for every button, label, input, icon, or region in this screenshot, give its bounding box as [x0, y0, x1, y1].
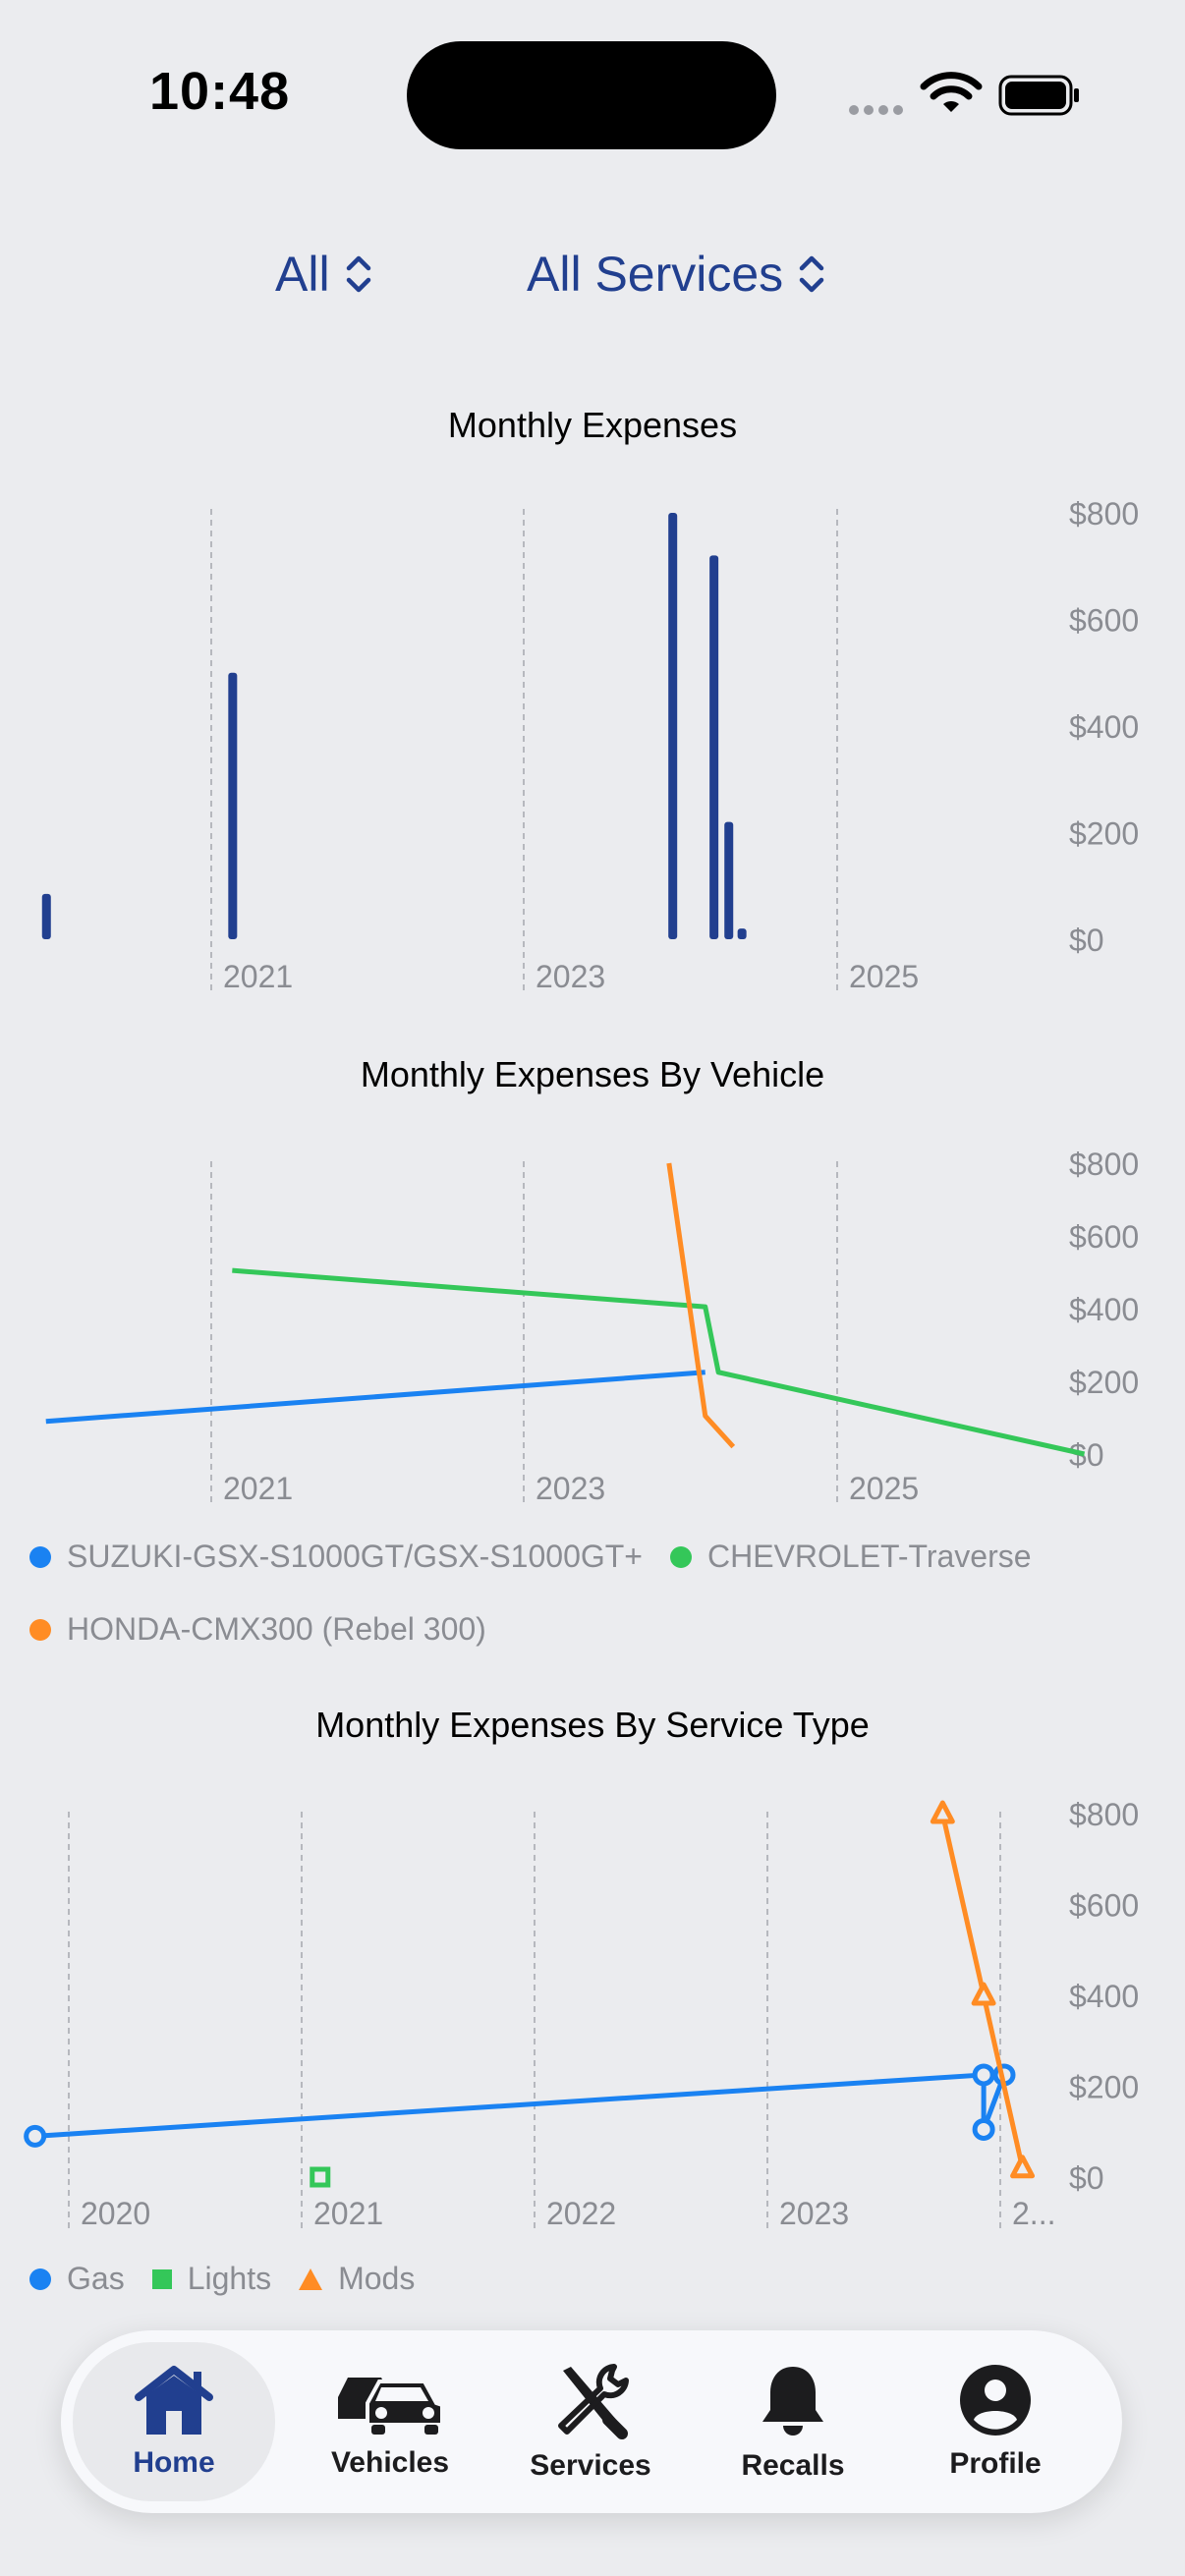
service-filter-label: All Services [527, 247, 784, 302]
series-line [232, 1267, 1086, 1457]
data-point [972, 2063, 995, 2087]
bar [41, 893, 51, 939]
legend-swatch [151, 2268, 172, 2289]
legend-label: Mods [338, 2261, 416, 2296]
legend-item: SUZUKI-GSX-S1000GT/GSX-S1000GT+ [29, 1539, 643, 1575]
legend-swatch [29, 1545, 51, 1568]
legend-label: CHEVROLET-Traverse [706, 1539, 1032, 1574]
tab-label: Recalls [741, 2449, 845, 2482]
legend-item: Mods [299, 2261, 415, 2297]
tab-recalls[interactable]: Recalls [692, 2330, 894, 2513]
data-point [972, 2117, 995, 2141]
bar [668, 513, 678, 939]
wrench-screwdriver-icon [558, 2364, 629, 2439]
monthly-expenses-chart: 2021 2023 2025 $800 $600 $400 $200 $0 [41, 496, 1139, 994]
expenses-by-vehicle-chart: 2021 2023 2025 $800 $600 $400 $200 $0 [45, 1147, 1139, 1506]
legend-label: Gas [67, 2261, 125, 2296]
tab-home[interactable]: Home [73, 2342, 275, 2501]
y-tick-label: $200 [1069, 816, 1139, 852]
legend-item: CHEVROLET-Traverse [669, 1539, 1032, 1575]
x-tick-label: 2025 [849, 1471, 919, 1506]
y-tick-label: $0 [1069, 1437, 1104, 1473]
chevron-up-down-icon [799, 255, 824, 293]
x-tick-label: 2023 [536, 1471, 605, 1506]
tab-label: Profile [949, 2447, 1042, 2480]
data-point [1010, 2155, 1036, 2179]
legend-item: Gas [29, 2261, 125, 2297]
data-point [930, 1800, 955, 1824]
monthly-expenses-by-service-title: Monthly Expenses By Service Type [315, 1705, 870, 1745]
battery-icon [998, 75, 1079, 116]
x-tick-label: 2... [1012, 2196, 1055, 2231]
data-point [24, 2124, 47, 2148]
status-time: 10:48 [149, 62, 291, 121]
bell-icon [762, 2367, 823, 2436]
bar [709, 555, 719, 939]
legend-label: Lights [187, 2261, 272, 2296]
series-line [45, 1370, 705, 1425]
tab-label: Services [530, 2449, 651, 2482]
x-tick-label: 2025 [849, 959, 919, 994]
y-tick-label: $600 [1069, 1219, 1139, 1255]
wifi-icon [920, 72, 983, 112]
series-line [34, 2072, 1007, 2139]
tab-vehicles[interactable]: Vehicles [289, 2330, 491, 2513]
tab-label: Home [133, 2446, 215, 2479]
y-tick-label: $0 [1069, 2160, 1104, 2196]
person-circle-icon [960, 2365, 1031, 2436]
x-tick-label: 2021 [223, 959, 293, 994]
y-tick-label: $200 [1069, 2070, 1139, 2105]
dynamic-island [407, 41, 776, 149]
tab-label: Vehicles [330, 2446, 450, 2479]
legend-label: SUZUKI-GSX-S1000GT/GSX-S1000GT+ [67, 1539, 643, 1574]
y-tick-label: $400 [1069, 1979, 1139, 2014]
chevron-up-down-icon [346, 255, 370, 293]
legend-item: HONDA-CMX300 (Rebel 300) [29, 1611, 486, 1648]
tab-services[interactable]: Services [489, 2330, 692, 2513]
legend-item: Lights [151, 2261, 272, 2297]
y-tick-label: $0 [1069, 923, 1104, 958]
bar [724, 821, 734, 939]
bar [737, 928, 747, 939]
cars-icon [338, 2378, 444, 2435]
y-tick-label: $400 [1069, 709, 1139, 745]
signal-icon [849, 102, 908, 120]
house-icon [135, 2366, 213, 2435]
series-line [666, 1162, 736, 1449]
x-tick-label: 2020 [81, 2196, 150, 2231]
vehicle-filter[interactable]: All [275, 246, 373, 303]
vehicle-legend-row2: HONDA-CMX300 (Rebel 300) [29, 1611, 514, 1648]
y-tick-label: $400 [1069, 1292, 1139, 1327]
service-legend: Gas Lights Mods [29, 2261, 442, 2297]
y-tick-label: $200 [1069, 1365, 1139, 1400]
vehicle-filter-label: All [275, 247, 330, 302]
legend-swatch [29, 1618, 51, 1641]
legend-swatch [29, 2268, 51, 2290]
monthly-expenses-by-vehicle-title: Monthly Expenses By Vehicle [360, 1054, 825, 1094]
legend-swatch [669, 1545, 692, 1568]
tab-profile[interactable]: Profile [894, 2330, 1097, 2513]
data-point [971, 1982, 996, 2006]
x-tick-label: 2023 [536, 959, 605, 994]
y-tick-label: $800 [1069, 496, 1139, 532]
x-tick-label: 2023 [779, 2196, 849, 2231]
legend-label: HONDA-CMX300 (Rebel 300) [67, 1611, 486, 1647]
bar [228, 672, 238, 939]
y-tick-label: $600 [1069, 603, 1139, 639]
y-tick-label: $800 [1069, 1147, 1139, 1182]
y-tick-label: $600 [1069, 1888, 1139, 1924]
x-tick-label: 2021 [223, 1471, 293, 1506]
tab-bar: Home Vehicles Services Recalls [61, 2330, 1122, 2513]
monthly-expenses-title: Monthly Expenses [447, 405, 738, 445]
x-tick-label: 2021 [313, 2196, 383, 2231]
service-filter[interactable]: All Services [527, 246, 826, 303]
legend-swatch [299, 2268, 323, 2290]
vehicle-legend: SUZUKI-GSX-S1000GT/GSX-S1000GT+ CHEVROLE… [29, 1539, 1059, 1575]
x-tick-label: 2022 [546, 2196, 616, 2231]
expenses-by-service-chart: 2020 2021 2022 2023 2... $800 $600 $400 $200 $0 [24, 1797, 1139, 2231]
data-point [310, 2166, 331, 2188]
y-tick-label: $800 [1069, 1797, 1139, 1832]
